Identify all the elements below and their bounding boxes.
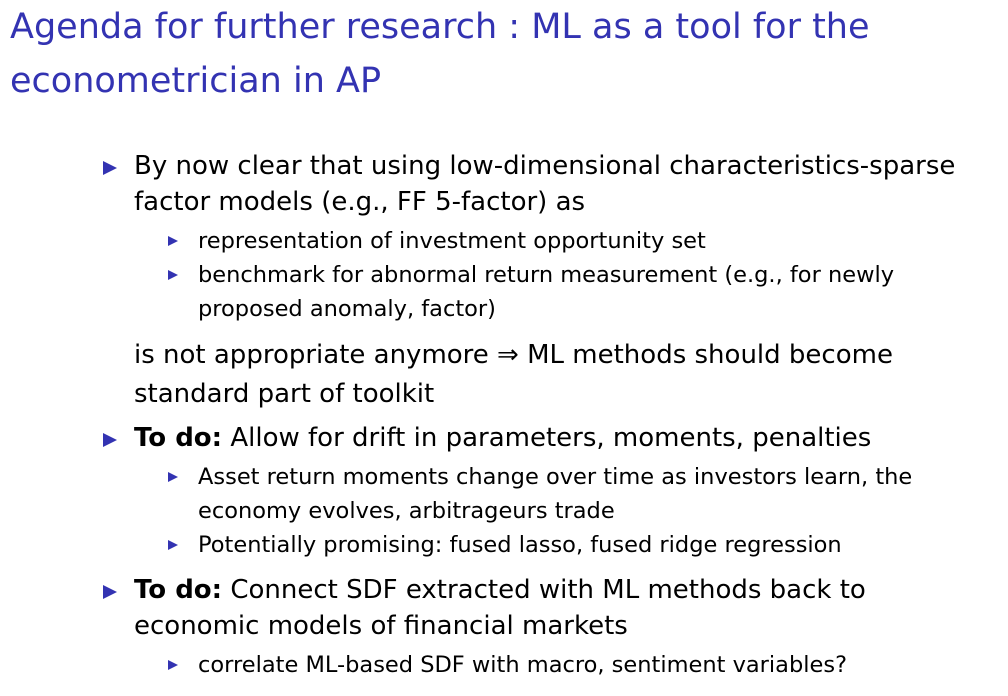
bullet-item-2-label: To do:: [134, 423, 223, 453]
bullet-item-2-text: Allow for drift in parameters, moments, …: [222, 423, 872, 453]
sub-bullet-item-1-2: benchmark for abnormal return measuremen…: [0, 258, 1008, 326]
bullet-item-2: To do: Allow for drift in parameters, mo…: [0, 420, 1008, 456]
triangle-bullet-icon: [168, 270, 178, 280]
bullet-item-1-continuation: is not appropriate anymore ⇒ ML methods …: [134, 340, 893, 409]
sub-bullet-item-1-2-text: benchmark for abnormal return measuremen…: [198, 262, 895, 322]
sub-bullet-item-2-2-text: Potentially promising: fused lasso, fuse…: [198, 532, 842, 558]
triangle-bullet-icon: [168, 660, 178, 670]
sub-bullet-item-3-1: correlate ML-based SDF with macro, senti…: [0, 648, 1008, 682]
sub-bullet-item-1-1: representation of investment opportunity…: [0, 224, 1008, 258]
slide-content: By now clear that using low-dimensional …: [0, 148, 1008, 682]
sub-bullet-item-3-1-text: correlate ML-based SDF with macro, senti…: [198, 652, 848, 678]
sub-bullet-item-2-1-text: Asset return moments change over time as…: [198, 464, 913, 524]
triangle-bullet-icon: [168, 540, 178, 550]
triangle-bullet-icon: [103, 161, 117, 175]
sub-bullet-item-1-1-text: representation of investment opportunity…: [198, 228, 706, 254]
sub-bullet-item-2-1: Asset return moments change over time as…: [0, 460, 1008, 528]
bullet-item-3: To do: Connect SDF extracted with ML met…: [0, 572, 1008, 644]
sub-bullet-item-2-2: Potentially promising: fused lasso, fuse…: [0, 528, 1008, 562]
slide-title: Agenda for further research : ML as a to…: [10, 7, 870, 101]
triangle-bullet-icon: [103, 585, 117, 599]
triangle-bullet-icon: [103, 433, 117, 447]
triangle-bullet-icon: [168, 472, 178, 482]
bullet-item-1-text: By now clear that using low-dimensional …: [134, 151, 956, 217]
triangle-bullet-icon: [168, 236, 178, 246]
bullet-item-3-label: To do:: [134, 575, 223, 605]
bullet-item-1: By now clear that using low-dimensional …: [0, 148, 1008, 220]
bullet-item-3-text: Connect SDF extracted with ML methods ba…: [134, 575, 866, 641]
